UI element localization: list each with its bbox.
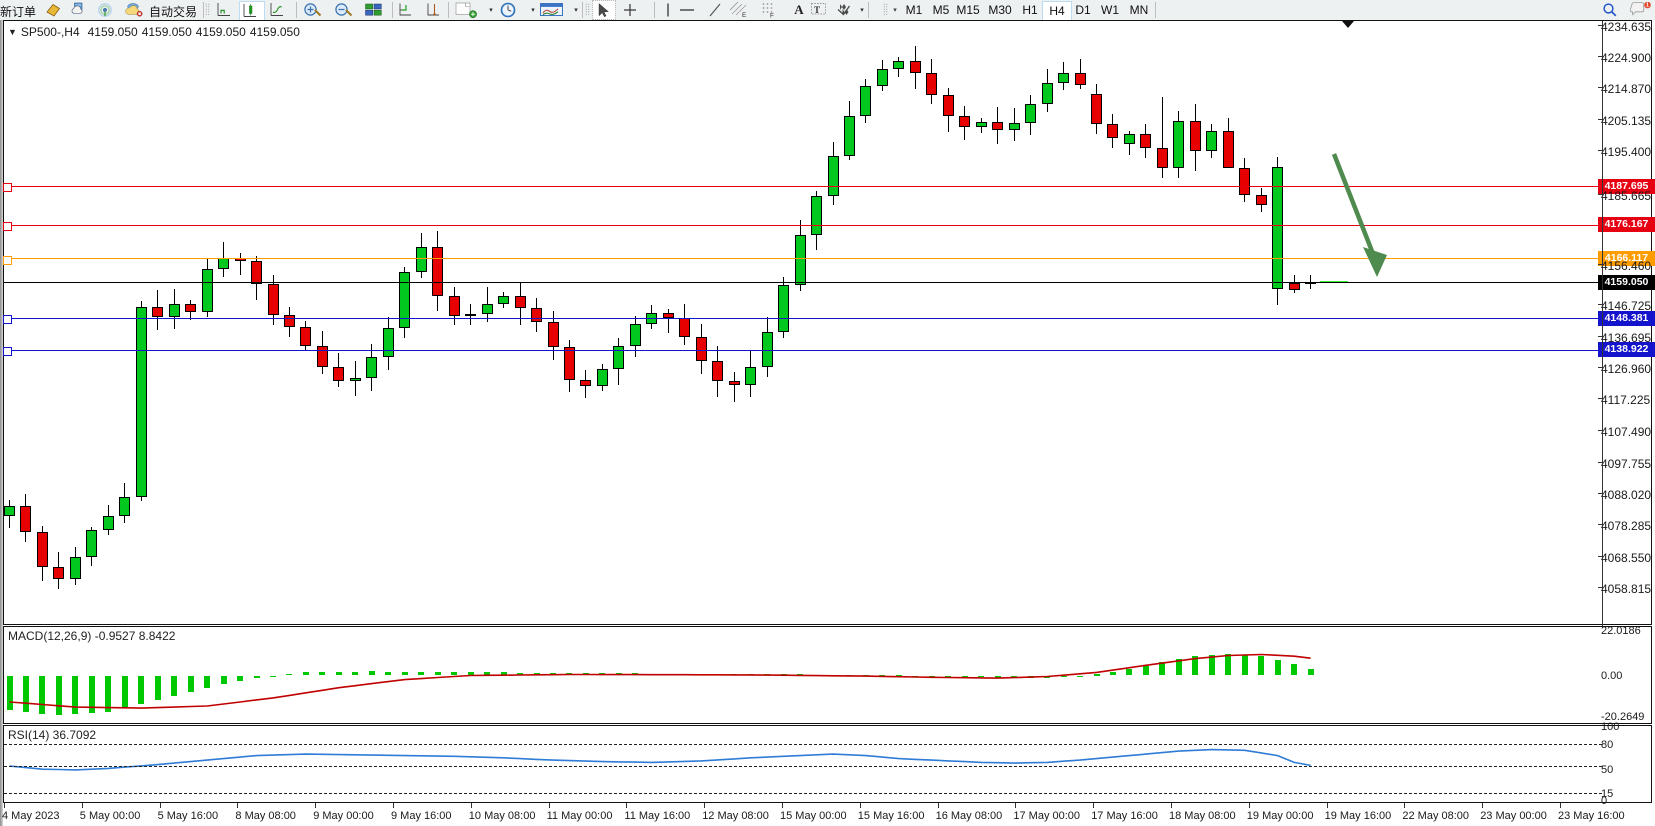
svg-text:F: F xyxy=(770,13,774,19)
svg-text:E: E xyxy=(742,12,747,18)
svg-text:1: 1 xyxy=(1646,2,1649,8)
svg-text:T: T xyxy=(814,5,820,15)
